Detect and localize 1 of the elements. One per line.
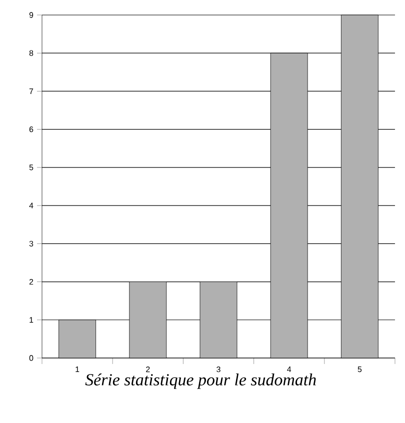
text: Série statistique pour le sudomath [85,374,316,389]
